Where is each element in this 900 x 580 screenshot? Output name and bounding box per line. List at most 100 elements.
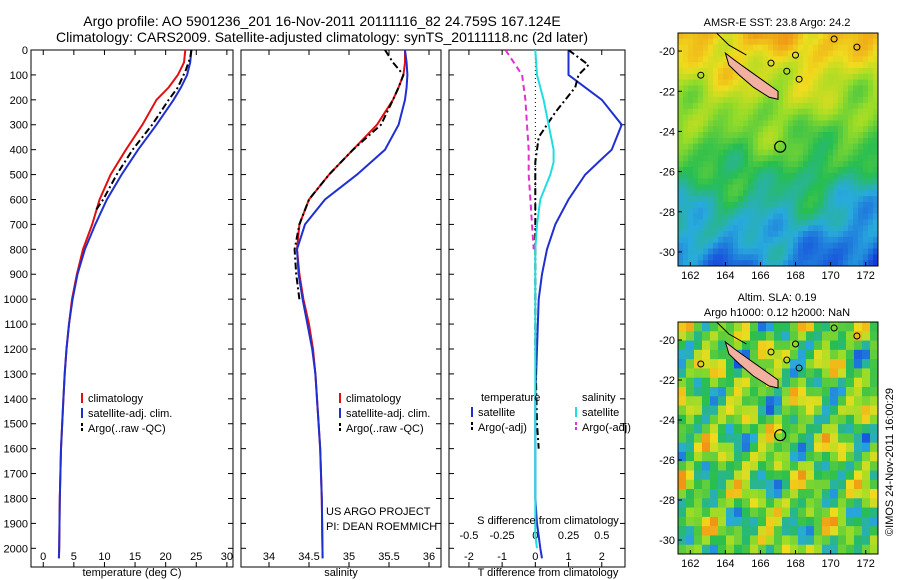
map-cell	[814, 386, 823, 397]
map-cell	[790, 461, 799, 472]
map-cell	[848, 50, 854, 57]
map-cell	[773, 219, 779, 226]
map-cell	[818, 132, 824, 139]
map-cell	[818, 196, 824, 203]
map-cell	[848, 44, 854, 52]
map-cell	[713, 242, 719, 250]
map-cell	[843, 67, 849, 75]
map-cell	[743, 33, 749, 40]
map-cell	[870, 507, 878, 518]
map-cell	[828, 137, 834, 145]
map-cell	[858, 120, 864, 127]
map-cell	[728, 102, 734, 110]
map-cell	[733, 91, 739, 98]
map-cell	[698, 91, 704, 98]
map-cell	[710, 433, 719, 444]
map-cell	[750, 451, 759, 462]
map-cell	[808, 236, 814, 244]
sla-map-ticks: 162 164 166 168 170 172-20-22-24-26-28-30	[659, 335, 875, 570]
map-cell	[688, 172, 694, 180]
map-cell	[822, 377, 831, 388]
map-cell	[823, 213, 829, 220]
map-cell	[723, 91, 729, 98]
map-cell	[728, 79, 734, 87]
map-cell	[783, 97, 789, 104]
map-cell	[726, 470, 735, 481]
map-cell	[718, 178, 724, 186]
map-cell	[698, 201, 704, 209]
map-cell	[688, 33, 694, 40]
map-cell	[783, 108, 789, 116]
map-cell	[763, 207, 769, 215]
map-cell	[733, 166, 739, 174]
map-cell	[873, 67, 878, 75]
map-cell	[798, 377, 807, 388]
map-cell	[868, 254, 874, 261]
map-cell	[718, 359, 727, 369]
map-cell	[838, 132, 844, 139]
map-cell	[748, 248, 754, 255]
map-cell	[783, 236, 789, 244]
map-cell	[733, 137, 739, 145]
map-cell	[813, 85, 819, 92]
map-cell	[758, 114, 764, 121]
map-cell	[773, 155, 779, 162]
map-cell	[814, 535, 823, 546]
map-cell	[854, 535, 863, 546]
map-cell	[822, 479, 831, 490]
map-cell	[758, 207, 764, 215]
map-cell	[814, 340, 823, 351]
map-cell	[790, 442, 799, 453]
map-cell	[693, 225, 699, 232]
map-cell	[778, 213, 784, 220]
map-cell	[798, 433, 807, 444]
map-cell	[803, 73, 809, 81]
map-cell	[823, 50, 829, 57]
map-cell	[758, 340, 767, 351]
map-cell	[838, 108, 844, 116]
map-cell	[808, 102, 814, 110]
map-cell	[753, 231, 759, 238]
map-cell	[846, 507, 855, 518]
map-cell	[748, 85, 754, 92]
map-cell	[758, 242, 764, 250]
map-cell	[768, 184, 774, 191]
map-cell	[713, 236, 719, 244]
map-cell	[734, 479, 743, 490]
map-cell	[753, 102, 759, 110]
map-cell	[678, 114, 684, 121]
map-cell	[734, 442, 743, 453]
map-cell	[763, 236, 769, 244]
map-cell	[708, 236, 714, 244]
map-cell	[838, 213, 844, 220]
map-cell	[818, 178, 824, 186]
map-cell	[734, 340, 743, 351]
map-cell	[708, 137, 714, 145]
map-cell	[718, 79, 724, 87]
map-cell	[854, 368, 863, 379]
map-cell	[753, 143, 759, 151]
map-cell	[858, 149, 864, 156]
map-cell	[843, 219, 849, 226]
map-cell	[678, 85, 684, 92]
map-cell	[818, 102, 824, 110]
map-cell	[723, 201, 729, 209]
temperature-tick-label: 5	[71, 551, 77, 563]
map-cell	[718, 184, 724, 191]
map-cell	[870, 479, 878, 490]
figure-subtitle: Climatology: CARS2009. Satellite-adjuste…	[56, 29, 588, 45]
map-cell	[843, 97, 849, 104]
map-cell	[814, 377, 823, 388]
map-cell	[758, 201, 764, 209]
map-cell	[703, 149, 709, 156]
map-cell	[723, 137, 729, 145]
map-cell	[838, 137, 844, 145]
map-cell	[694, 489, 703, 499]
map-cell	[766, 424, 775, 434]
map-cell	[718, 516, 727, 527]
map-cell	[702, 424, 711, 434]
map-cell	[828, 132, 834, 139]
map-cell	[788, 149, 794, 156]
map-cell	[698, 172, 704, 180]
map-cell	[678, 207, 684, 215]
